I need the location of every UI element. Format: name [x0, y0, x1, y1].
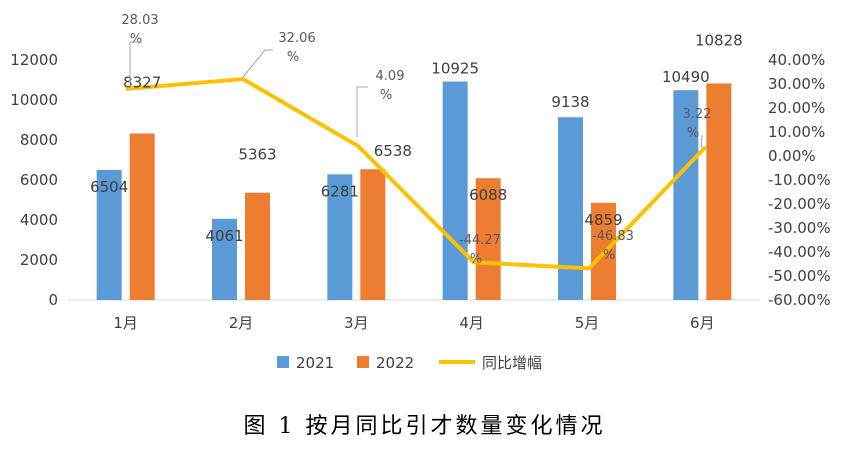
right-tick-label: 20.00%	[768, 99, 825, 117]
bar-2021	[96, 169, 122, 300]
category-tick-label: 3月	[344, 314, 369, 332]
bar-2021	[558, 117, 583, 301]
bar-label: 4859	[584, 211, 622, 229]
label-leader-line	[356, 86, 368, 137]
line-label-unit: %	[380, 88, 392, 103]
right-tick-label: -50.00%	[768, 267, 831, 285]
line-label-unit: %	[130, 32, 142, 47]
line-label-value: 28.03	[121, 13, 158, 28]
bar-label: 6281	[321, 182, 359, 200]
right-tick-label: -60.00%	[768, 291, 831, 309]
bar-2022	[360, 169, 386, 300]
bar-label: 6538	[374, 142, 412, 160]
category-tick-label: 4月	[459, 314, 484, 332]
left-tick-label: 8000	[20, 131, 58, 149]
line-label-value: 3.22	[683, 107, 712, 122]
category-tick-label: 1月	[113, 314, 138, 332]
legend-swatch-2021	[277, 356, 289, 368]
line-label-value: 4.09	[376, 69, 405, 84]
category-tick-label: 6月	[690, 314, 715, 332]
bar-2021	[673, 90, 699, 300]
bar-2021	[327, 174, 353, 300]
line-series	[125, 77, 707, 271]
bar-data-labels: 6504 4061 6281 10925 9138 10490 8327 5363 6538 60…	[90, 31, 743, 244]
bar-2021	[442, 81, 468, 300]
bar-label: 6088	[469, 186, 507, 204]
bar-2022	[475, 178, 501, 300]
right-tick-label: 40.00%	[768, 51, 825, 69]
right-tick-label: 30.00%	[768, 75, 825, 93]
category-tick-label: 5月	[575, 314, 600, 332]
bar-series	[96, 81, 732, 301]
label-leader-line	[242, 49, 273, 78]
label-leader-line	[700, 134, 703, 149]
bar-label: 4061	[205, 227, 243, 245]
legend-swatch-2022	[357, 356, 369, 368]
left-tick-label: 6000	[20, 171, 58, 189]
x-axis: 1月 2月 3月 4月 5月 6月	[113, 314, 714, 332]
bar-label: 10828	[695, 31, 743, 49]
line-label-unit: %	[287, 50, 299, 65]
right-tick-label: 0.00%	[768, 147, 816, 165]
left-tick-label: 4000	[20, 211, 58, 229]
bar-label: 8327	[123, 73, 161, 91]
label-leader-line	[129, 41, 137, 87]
bar-2022	[706, 83, 732, 300]
right-tick-label: -40.00%	[768, 243, 831, 261]
right-tick-label: -20.00%	[768, 195, 831, 213]
bar-label: 10490	[662, 68, 710, 86]
right-tick-label: -30.00%	[768, 219, 831, 237]
legend-label: 同比增幅	[482, 354, 542, 372]
line-label-unit: %	[687, 126, 699, 141]
left-tick-label: 0	[48, 291, 58, 309]
right-tick-label: 10.00%	[768, 123, 825, 141]
bar-label: 9138	[551, 93, 589, 111]
category-tick-label: 2月	[229, 314, 254, 332]
bar-2022	[245, 192, 270, 300]
figure-caption: 图 1 按月同比引才数量变化情况	[243, 414, 606, 439]
line-label-value: -44.27	[459, 233, 501, 248]
legend-label: 2022	[376, 354, 414, 372]
line-data-labels: 28.03% 32.06% 4.09% -44.27% -46.83% 3.22%	[121, 13, 711, 267]
bar-2021	[212, 218, 237, 300]
right-tick-label: -10.00%	[768, 171, 831, 189]
growth-rate-line	[125, 77, 707, 271]
line-label-value: -46.83	[592, 229, 634, 244]
bar-label: 10925	[431, 60, 479, 78]
left-y-axis: 0 2000 4000 6000 8000 10000 12000	[10, 51, 58, 309]
line-label-value: 32.06	[278, 31, 315, 46]
left-tick-label: 2000	[20, 251, 58, 269]
right-y-axis: -60.00% -50.00% -40.00% -30.00% -20.00% -10.0…	[768, 51, 831, 309]
bar-2022	[129, 133, 155, 300]
bar-label: 5363	[238, 146, 276, 164]
left-tick-label: 12000	[10, 51, 58, 69]
left-tick-label: 10000	[10, 91, 58, 109]
legend-label: 2021	[296, 354, 334, 372]
legend: 2021 2022 同比增幅	[277, 354, 542, 372]
line-label-unit: %	[603, 248, 615, 263]
bar-label: 6504	[90, 178, 128, 196]
line-label-unit: %	[470, 252, 482, 267]
